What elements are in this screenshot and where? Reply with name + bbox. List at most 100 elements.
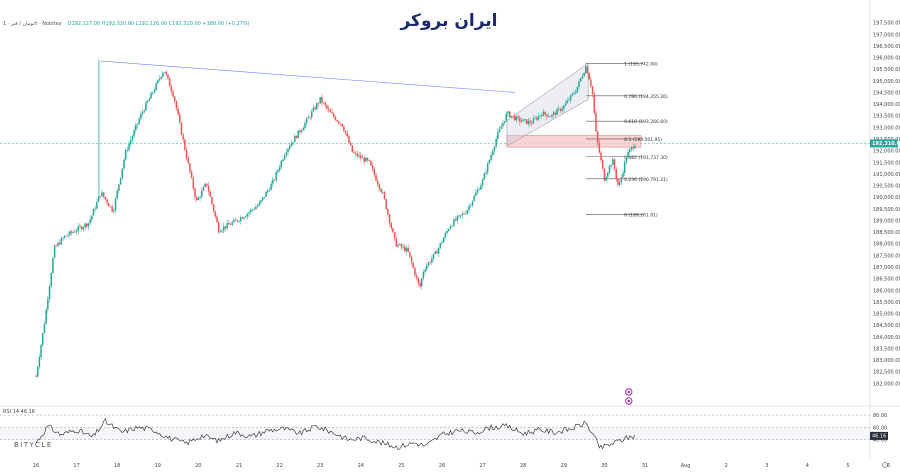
- candle-body: [109, 206, 112, 207]
- candle-body: [370, 160, 372, 166]
- fib-level-label: 0.382 (191,737.30): [624, 155, 668, 161]
- candle-body: [141, 111, 144, 114]
- candle-body: [444, 233, 447, 238]
- y-tick-label: 195,000.00: [873, 79, 900, 85]
- candle-body: [503, 121, 506, 123]
- x-tick-label: 25: [398, 463, 404, 469]
- x-tick-label: 19: [155, 463, 161, 469]
- candle-body: [520, 121, 523, 122]
- rsi-value-tag: [870, 431, 888, 440]
- candle-body: [464, 213, 467, 215]
- candle-body: [295, 135, 298, 138]
- candle-body: [358, 155, 360, 157]
- candle-body: [554, 112, 557, 115]
- candle-body: [437, 247, 440, 254]
- candle-body: [463, 213, 465, 215]
- candle-body: [490, 154, 492, 161]
- candle-body: [165, 71, 168, 75]
- candle-body: [380, 188, 382, 193]
- candle-body: [185, 149, 188, 159]
- candle-body: [356, 153, 359, 157]
- candle-body: [231, 222, 233, 225]
- x-tick-label: 17: [73, 463, 79, 469]
- candle-body: [79, 226, 81, 227]
- candle-body: [332, 113, 335, 117]
- candle-body: [280, 161, 283, 168]
- candle-body: [268, 190, 271, 191]
- candle-body: [625, 157, 628, 162]
- candle-body: [319, 97, 321, 104]
- candle-body: [571, 93, 574, 96]
- fib-level-label: 0.5 (192,501.95): [624, 137, 662, 143]
- candle-body: [578, 81, 580, 87]
- candle-body: [622, 172, 624, 178]
- candle-body: [500, 126, 502, 129]
- candle-body: [190, 171, 193, 178]
- candle-body: [182, 134, 184, 140]
- candle-body: [168, 78, 171, 87]
- candle-body: [123, 159, 125, 169]
- candle-body: [250, 209, 252, 213]
- y-tick-label: 183,000.00: [873, 358, 900, 364]
- candle-body: [354, 153, 357, 154]
- candle-body: [289, 146, 291, 149]
- candle-body: [162, 72, 164, 77]
- candle-body: [64, 235, 66, 238]
- candle-body: [290, 143, 293, 147]
- candle-body: [124, 150, 127, 160]
- candle-body: [202, 186, 205, 191]
- price-axis: [870, 0, 900, 471]
- candle-body: [365, 158, 367, 162]
- candle-body: [596, 131, 599, 143]
- candle-body: [442, 237, 445, 243]
- candle-body: [151, 92, 154, 94]
- candle-body: [75, 230, 78, 233]
- candle-body: [603, 168, 606, 181]
- candle-body: [57, 242, 59, 246]
- y-tick-label: 187,500.00: [873, 253, 900, 259]
- candle-body: [532, 118, 535, 124]
- candle-body: [214, 211, 217, 217]
- candle-body: [327, 108, 330, 110]
- x-tick-label: 26: [439, 463, 445, 469]
- candle-body: [233, 219, 235, 223]
- candle-body: [366, 158, 369, 161]
- x-tick-label: 27: [479, 463, 485, 469]
- candle-body: [72, 231, 74, 233]
- candle-body: [69, 231, 71, 236]
- candle-body: [613, 159, 616, 170]
- candle-body: [502, 122, 504, 127]
- x-tick-label: 5: [846, 463, 849, 469]
- candle-body: [549, 116, 552, 117]
- candle-body: [407, 247, 409, 252]
- candle-body: [45, 309, 47, 324]
- candle-body: [253, 209, 255, 210]
- candle-body: [223, 226, 225, 231]
- candle-body: [507, 111, 509, 114]
- candle-body: [551, 114, 553, 117]
- candle-body: [581, 76, 584, 79]
- y-tick-label: 188,500.00: [873, 230, 900, 236]
- candle-body: [331, 112, 333, 114]
- candle-body: [397, 244, 399, 247]
- candle-body: [94, 208, 96, 210]
- candle-body: [228, 223, 230, 225]
- candle-body: [351, 145, 354, 153]
- candle-body: [195, 197, 198, 200]
- candle-body: [299, 130, 301, 133]
- x-tick-label: 21: [236, 463, 242, 469]
- candle-body: [99, 196, 102, 197]
- candle-body: [546, 114, 548, 117]
- candle-body: [414, 267, 416, 276]
- candle-body: [383, 192, 386, 199]
- candle-body: [439, 243, 442, 248]
- candle-body: [349, 142, 352, 146]
- candle-body: [454, 219, 457, 221]
- candle-body: [392, 228, 394, 233]
- candle-body: [378, 184, 381, 189]
- candle-body: [434, 251, 436, 254]
- candle-body: [273, 179, 276, 181]
